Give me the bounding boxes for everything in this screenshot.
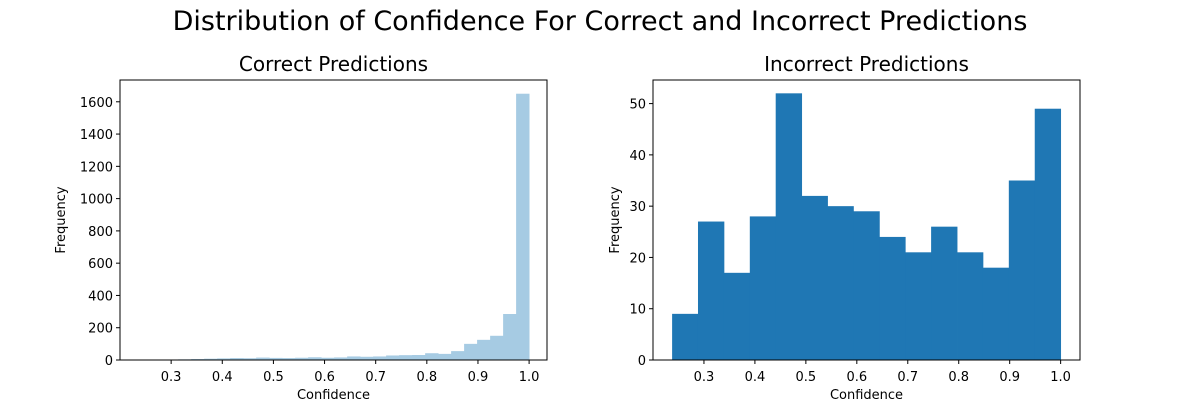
correct-bar bbox=[425, 353, 439, 360]
incorrect-bar bbox=[801, 195, 828, 360]
incorrect-y-tick-label: 0 bbox=[638, 354, 646, 369]
correct-x-tick-label: 0.9 bbox=[468, 370, 489, 385]
correct-bar bbox=[386, 355, 400, 360]
incorrect-bar bbox=[749, 216, 777, 360]
correct-predictions-chart: 0.3 0.4 0.5 0.6 0.7 0.8 0.9 1.0 0 200 400 600 800 100… bbox=[54, 52, 548, 400]
correct-bar bbox=[295, 357, 309, 360]
incorrect-bar bbox=[905, 252, 932, 360]
incorrect-x-axis-label: Confidence bbox=[830, 388, 903, 400]
correct-bar bbox=[399, 355, 413, 360]
correct-bar bbox=[321, 357, 335, 360]
correct-y-tick-label: 600 bbox=[88, 257, 113, 272]
incorrect-x-tick-label: 0.4 bbox=[745, 370, 766, 385]
correct-bar bbox=[464, 343, 478, 360]
incorrect-y-tick-label: 20 bbox=[629, 251, 646, 266]
correct-y-tick-label: 800 bbox=[88, 225, 113, 240]
incorrect-bar bbox=[697, 221, 725, 360]
correct-chart-title: Correct Predictions bbox=[239, 52, 428, 76]
correct-bar bbox=[516, 93, 530, 360]
incorrect-bar bbox=[982, 267, 1010, 360]
correct-x-tick-label: 0.5 bbox=[263, 370, 284, 385]
correct-bar bbox=[477, 339, 491, 360]
incorrect-x-tick-label: 0.8 bbox=[948, 370, 969, 385]
correct-bar bbox=[269, 357, 283, 360]
correct-bar bbox=[503, 314, 517, 360]
correct-bar bbox=[373, 356, 387, 360]
incorrect-y-tick-label: 40 bbox=[629, 149, 646, 164]
incorrect-x-tick-label: 1.0 bbox=[1050, 370, 1071, 385]
correct-bar bbox=[217, 358, 231, 360]
correct-bar bbox=[308, 357, 322, 360]
correct-bar bbox=[451, 351, 465, 360]
correct-y-tick-label: 200 bbox=[88, 322, 113, 337]
incorrect-x-tick-label: 0.6 bbox=[846, 370, 867, 385]
incorrect-x-tick-label: 0.7 bbox=[897, 370, 918, 385]
incorrect-bar bbox=[775, 93, 803, 360]
correct-x-tick-label: 0.6 bbox=[314, 370, 335, 385]
correct-bar bbox=[230, 358, 244, 360]
correct-bar bbox=[412, 355, 426, 360]
correct-bar bbox=[347, 356, 361, 360]
correct-y-tick-label: 1200 bbox=[80, 160, 113, 175]
figure-title: Distribution of Confidence For Correct a… bbox=[173, 6, 1028, 37]
correct-bar bbox=[282, 358, 296, 360]
correct-y-tick-label: 0 bbox=[105, 354, 113, 369]
correct-bar bbox=[204, 358, 218, 360]
incorrect-y-tick-label: 50 bbox=[629, 98, 646, 113]
incorrect-predictions-chart: 0.3 0.4 0.5 0.6 0.7 0.8 0.9 1.0 0 10 20 30 40 50 Incor… bbox=[608, 52, 1081, 400]
correct-bar bbox=[438, 353, 452, 360]
correct-x-axis-label: Confidence bbox=[297, 388, 370, 400]
incorrect-bar bbox=[1008, 180, 1036, 360]
correct-x-tick-label: 1.0 bbox=[519, 370, 540, 385]
incorrect-bar bbox=[1034, 108, 1062, 360]
incorrect-bar bbox=[853, 211, 880, 360]
correct-y-tick-label: 1400 bbox=[80, 128, 113, 143]
correct-y-tick-label: 1600 bbox=[80, 96, 113, 111]
correct-bar bbox=[256, 357, 270, 360]
incorrect-bar bbox=[723, 272, 751, 360]
incorrect-y-tick-label: 10 bbox=[629, 303, 646, 318]
incorrect-bar bbox=[672, 313, 699, 360]
incorrect-x-tick-label: 0.5 bbox=[796, 370, 817, 385]
correct-axes-frame bbox=[119, 79, 548, 361]
correct-bar bbox=[334, 357, 348, 360]
incorrect-bar bbox=[827, 206, 854, 360]
incorrect-y-axis-label: Frequency bbox=[608, 186, 623, 253]
incorrect-bar bbox=[957, 252, 984, 360]
correct-y-axis-label: Frequency bbox=[54, 186, 69, 253]
correct-x-tick-label: 0.4 bbox=[212, 370, 233, 385]
correct-x-tick-label: 0.8 bbox=[416, 370, 437, 385]
incorrect-axes-frame bbox=[652, 79, 1081, 361]
correct-x-tick-label: 0.3 bbox=[161, 370, 182, 385]
correct-y-tick-label: 400 bbox=[88, 289, 113, 304]
incorrect-y-tick-label: 30 bbox=[629, 200, 646, 215]
incorrect-chart-title: Incorrect Predictions bbox=[764, 52, 969, 76]
correct-bar bbox=[360, 356, 374, 360]
correct-bar bbox=[490, 335, 504, 360]
correct-x-tick-label: 0.7 bbox=[365, 370, 386, 385]
correct-y-tick-label: 1000 bbox=[80, 193, 113, 208]
incorrect-bar bbox=[879, 236, 906, 360]
incorrect-x-tick-label: 0.9 bbox=[999, 370, 1020, 385]
incorrect-bar bbox=[931, 226, 958, 360]
correct-bar bbox=[243, 358, 257, 360]
incorrect-x-tick-label: 0.3 bbox=[694, 370, 715, 385]
